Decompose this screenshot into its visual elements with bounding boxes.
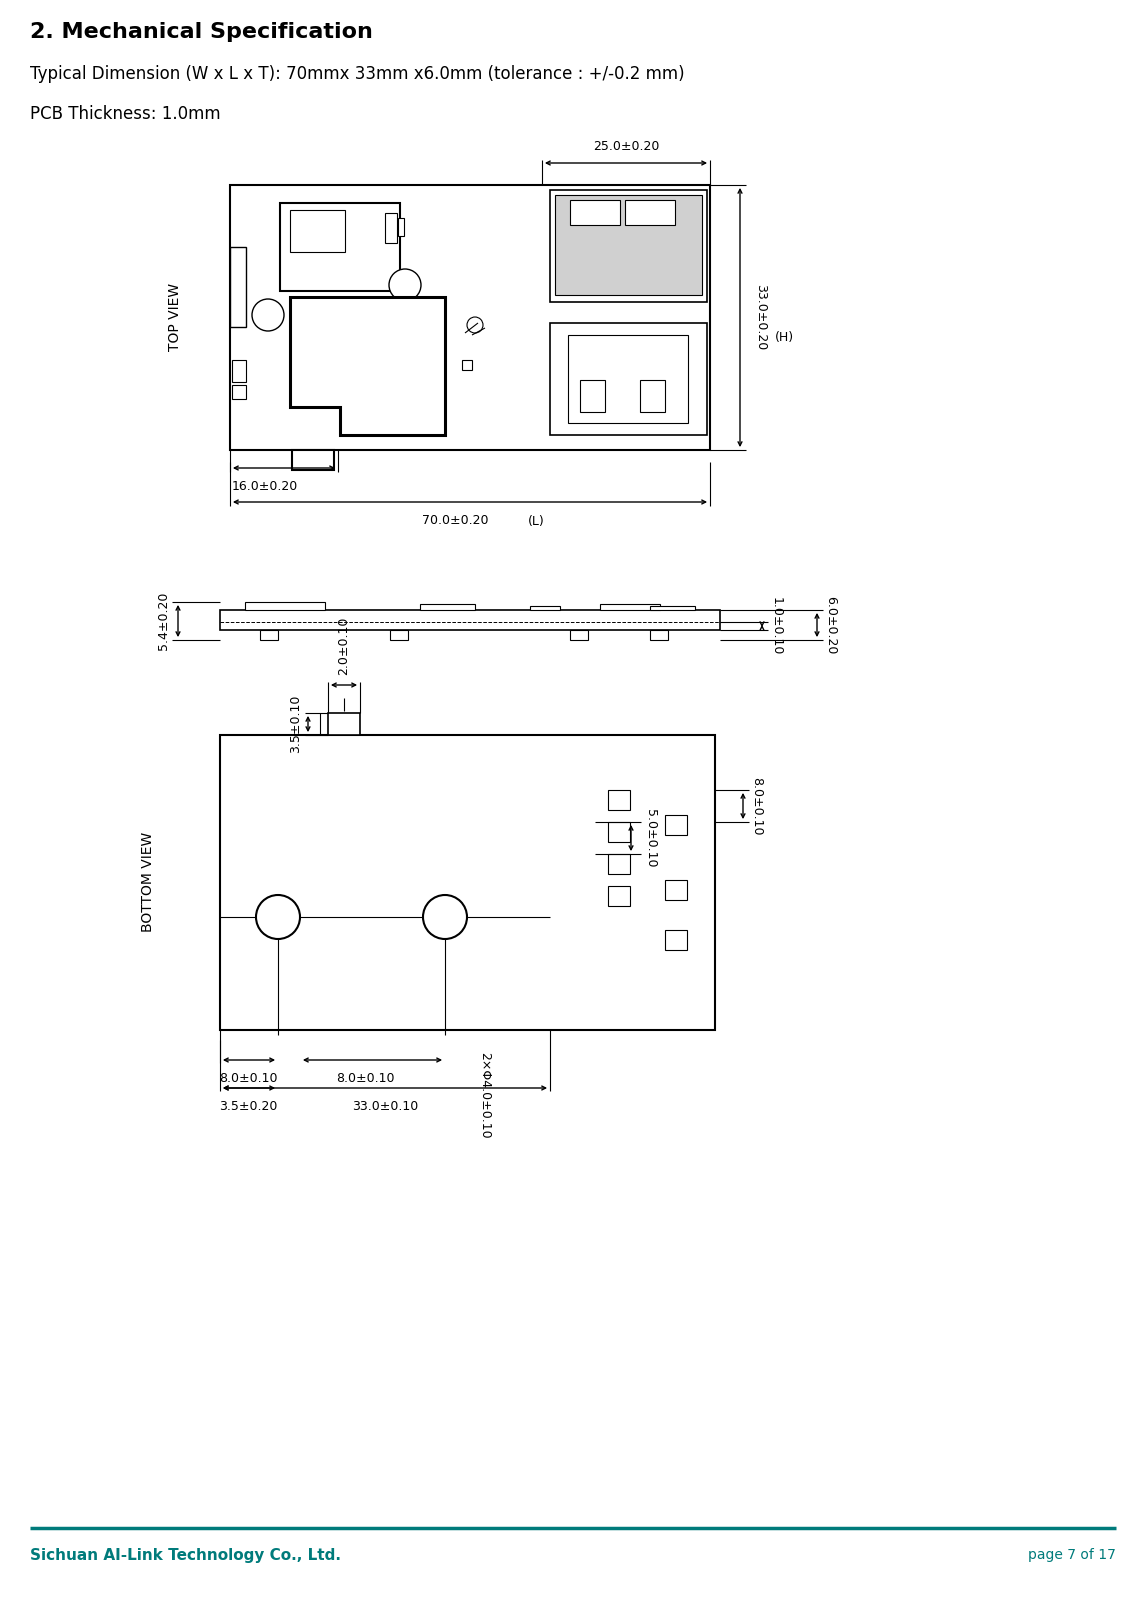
Circle shape	[423, 895, 468, 939]
Text: 16.0±0.20: 16.0±0.20	[231, 480, 298, 492]
Bar	[665, 815, 686, 835]
Bar	[328, 713, 360, 736]
Text: (H): (H)	[775, 331, 794, 344]
Bar	[625, 200, 675, 225]
Text: TOP VIEW: TOP VIEW	[168, 283, 182, 352]
Polygon shape	[290, 297, 445, 435]
Bar	[609, 822, 630, 843]
Text: 70.0±0.20: 70.0±0.20	[422, 513, 488, 528]
Bar	[570, 200, 620, 225]
Bar	[665, 931, 686, 950]
Text: 8.0±0.10: 8.0±0.10	[336, 1071, 394, 1086]
Bar	[385, 213, 397, 243]
Text: 33.0±0.20: 33.0±0.20	[754, 285, 767, 350]
Bar	[280, 203, 400, 291]
Bar	[230, 185, 711, 449]
Bar	[292, 449, 333, 470]
Text: 8.0±0.10: 8.0±0.10	[219, 1071, 277, 1086]
Text: BOTTOM VIEW: BOTTOM VIEW	[141, 831, 155, 932]
Circle shape	[256, 895, 300, 939]
Text: 5.0±0.10: 5.0±0.10	[644, 809, 657, 867]
Text: PCB Thickness: 1.0mm: PCB Thickness: 1.0mm	[30, 106, 221, 123]
Bar	[550, 323, 707, 435]
Bar	[360, 301, 370, 305]
Bar	[360, 309, 370, 313]
Circle shape	[388, 269, 421, 301]
Text: 8.0±0.10: 8.0±0.10	[751, 777, 763, 835]
Bar	[462, 360, 472, 369]
Bar	[260, 630, 278, 640]
Text: 3.5±0.20: 3.5±0.20	[219, 1100, 277, 1113]
Bar	[245, 601, 325, 609]
Bar	[529, 606, 560, 609]
Bar	[231, 360, 246, 382]
Bar	[308, 341, 320, 349]
Bar	[290, 209, 345, 253]
Circle shape	[468, 317, 482, 333]
Bar	[650, 606, 694, 609]
Bar	[609, 790, 630, 811]
Bar	[231, 385, 246, 400]
Text: 6.0±0.20: 6.0±0.20	[824, 596, 838, 654]
Bar	[419, 604, 474, 609]
Text: (L): (L)	[528, 515, 544, 528]
Bar	[609, 854, 630, 875]
Bar	[568, 336, 688, 424]
Text: 2. Mechanical Specification: 2. Mechanical Specification	[30, 22, 372, 42]
Bar	[665, 879, 686, 900]
Bar	[609, 886, 630, 907]
Text: 2×Φ4.0±0.10: 2×Φ4.0±0.10	[479, 1052, 492, 1138]
Bar	[550, 190, 707, 302]
Bar	[570, 630, 588, 640]
Text: 3.5±0.10: 3.5±0.10	[290, 696, 303, 753]
Text: 1.0±0.10: 1.0±0.10	[769, 596, 783, 656]
Bar	[555, 195, 702, 294]
Bar	[398, 217, 405, 237]
Text: 25.0±0.20: 25.0±0.20	[592, 141, 659, 154]
Text: 33.0±0.10: 33.0±0.10	[352, 1100, 418, 1113]
Bar	[650, 630, 668, 640]
Bar	[220, 609, 720, 630]
Bar	[418, 310, 438, 341]
Circle shape	[252, 299, 284, 331]
Text: Sichuan AI-Link Technology Co., Ltd.: Sichuan AI-Link Technology Co., Ltd.	[30, 1548, 342, 1562]
Text: 5.4±0.20: 5.4±0.20	[157, 592, 170, 651]
Bar	[580, 381, 605, 413]
Bar	[390, 630, 408, 640]
Bar	[601, 604, 660, 609]
Bar	[220, 736, 715, 1030]
Bar	[639, 381, 665, 413]
Text: page 7 of 17: page 7 of 17	[1028, 1548, 1116, 1562]
Text: Typical Dimension (W x L x T): 70mmx 33mm x6.0mm (tolerance : +/-0.2 mm): Typical Dimension (W x L x T): 70mmx 33m…	[30, 66, 684, 83]
Text: 2.0±0.10: 2.0±0.10	[338, 617, 351, 675]
Bar	[230, 246, 246, 328]
